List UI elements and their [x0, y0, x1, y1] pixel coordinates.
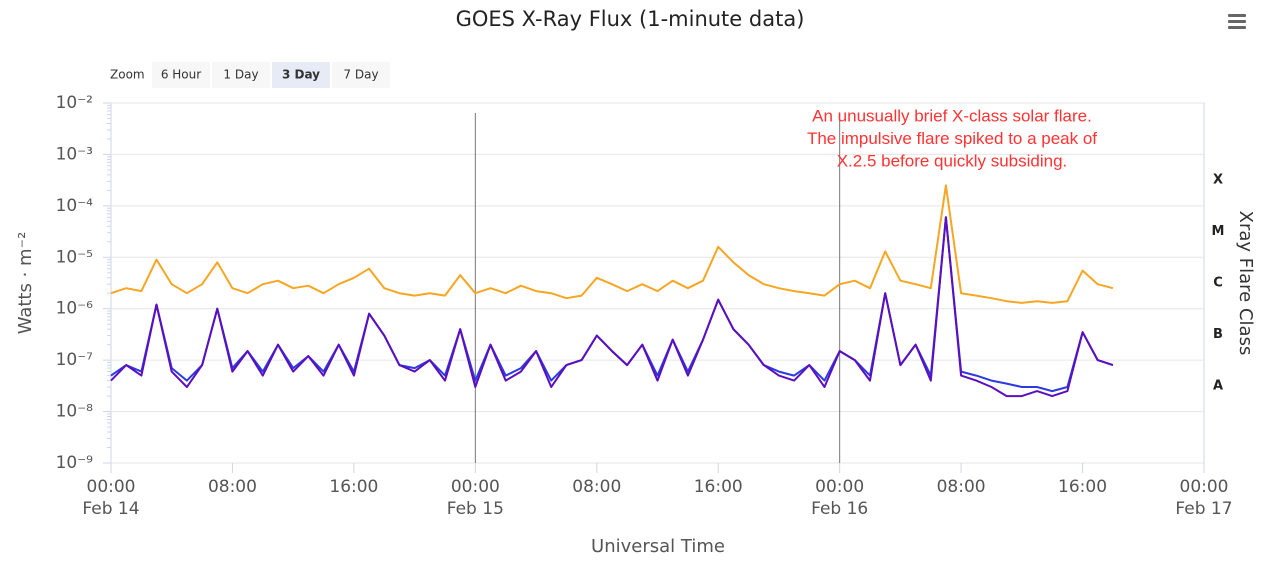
- annotation: X.2.5 before quickly subsiding.: [837, 151, 1068, 170]
- y-tick-label: 10⁻⁴: [56, 196, 94, 216]
- x-axis-title: Universal Time: [591, 536, 725, 557]
- zoom-button-label: 6 Hour: [161, 68, 201, 82]
- x-tick-label: 00:00 Feb 14: [82, 477, 139, 519]
- flare-class-label: M: [1212, 224, 1225, 239]
- x-tick-label: 16:00: [329, 477, 378, 497]
- y-tick-label: 10⁻³: [56, 144, 93, 164]
- series-line: [110, 216, 1114, 398]
- flare-class-label: X: [1213, 173, 1223, 188]
- zoom-button[interactable]: [332, 62, 390, 88]
- annotation: The impulsive flare spiked to a peak of: [807, 129, 1097, 148]
- annotation: An unusually brief X-class solar flare.: [812, 106, 1092, 125]
- x-tick-label: 00:00 Feb 17: [1175, 477, 1232, 519]
- menu-bar: [1228, 14, 1246, 17]
- series-line: [110, 184, 1114, 304]
- zoom-button[interactable]: [272, 62, 330, 88]
- labels: 10⁻² 10⁻³ 10⁻⁴ 10⁻⁵ 10⁻⁶ 10⁻⁷ 10⁻⁸ 10⁻⁹ X M C B A 00:…: [56, 93, 1233, 519]
- zoom-controls: Zoom 6 Hour 1 Day 3 Day 7 Day: [110, 62, 390, 88]
- flare-class-label: C: [1213, 276, 1223, 291]
- y-tick-label: 10⁻⁹: [56, 453, 94, 473]
- series-line: [110, 216, 1114, 393]
- series: [110, 184, 1114, 398]
- y2-axis-title: Xray Flare Class: [1235, 211, 1256, 356]
- y-tick-label: 10⁻⁷: [56, 350, 94, 370]
- zoom-label: Zoom: [110, 68, 145, 82]
- y-tick-label: 10⁻⁶: [56, 299, 94, 319]
- zoom-button[interactable]: [212, 62, 270, 88]
- menu-icon[interactable]: [1228, 14, 1246, 29]
- x-tick-label: 00:00 Feb 15: [447, 477, 504, 519]
- menu-bar: [1228, 26, 1246, 29]
- x-tick-label: 08:00: [572, 477, 621, 497]
- zoom-button-label: 7 Day: [343, 68, 378, 82]
- zoom-button-label: 3 Day: [282, 68, 320, 82]
- x-tick-label: 08:00: [937, 477, 986, 497]
- chart-title: GOES X-Ray Flux (1-minute data): [456, 7, 805, 31]
- x-tick-label: 00:00 Feb 16: [811, 477, 868, 519]
- menu-bar: [1228, 20, 1246, 23]
- grid: [103, 102, 1205, 473]
- y-tick-label: 10⁻²: [56, 93, 93, 113]
- y-tick-label: 10⁻⁸: [56, 402, 94, 422]
- zoom-button-label: 1 Day: [223, 68, 258, 82]
- x-tick-label: 16:00: [1058, 477, 1107, 497]
- flare-class-label: B: [1213, 327, 1223, 342]
- x-tick-label: 16:00: [694, 477, 743, 497]
- x-tick-label: 08:00: [208, 477, 257, 497]
- flare-class-label: A: [1213, 378, 1223, 393]
- zoom-button[interactable]: [152, 62, 210, 88]
- y-axis-title: Watts · m⁻²: [15, 232, 36, 335]
- y-tick-label: 10⁻⁵: [56, 247, 93, 267]
